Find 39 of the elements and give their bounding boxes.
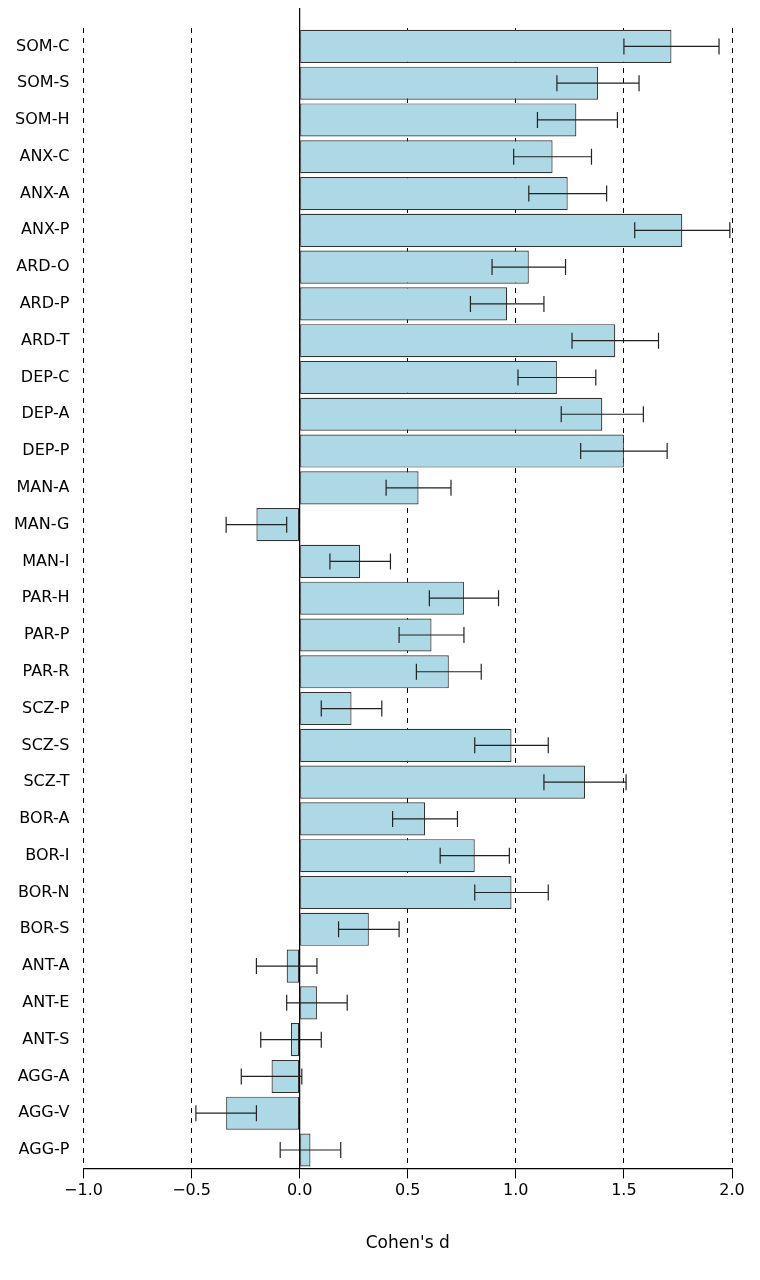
x-tick-label: −0.5 [172, 1180, 211, 1200]
y-tick-label: AGG-A [17, 1065, 70, 1085]
x-axis-title: Cohen's d [365, 1232, 450, 1253]
y-tick-label: BOR-N [17, 881, 70, 901]
y-tick-label: PAR-H [21, 587, 70, 607]
y-tick-label: ARD-O [16, 256, 70, 276]
y-tick-label: SCZ-S [21, 734, 70, 754]
x-tick-label: 0.5 [395, 1180, 421, 1200]
y-tick-label: ANX-C [19, 145, 70, 165]
x-tick-label: 0.0 [286, 1180, 313, 1200]
y-tick-label: ANT-S [22, 1028, 70, 1048]
x-tick-label: −1.0 [64, 1180, 103, 1200]
x-tick-label: 2.0 [719, 1180, 745, 1200]
y-tick-label: DEP-P [22, 440, 70, 460]
y-tick-label: SOM-S [16, 72, 70, 92]
y-tick-label: MAN-A [16, 476, 70, 496]
y-tick-label: ARD-T [21, 329, 70, 349]
y-tick-label: DEP-A [21, 403, 70, 423]
y-tick-label: SOM-H [15, 109, 70, 129]
y-tick-label: BOR-I [25, 844, 70, 864]
y-tick-label: BOR-S [19, 918, 70, 938]
y-tick-label: PAR-P [24, 624, 70, 644]
y-tick-label: ANT-E [22, 992, 70, 1012]
y-tick-label: ARD-P [19, 293, 70, 313]
y-tick-label: ANX-P [20, 219, 70, 239]
y-tick-label: AGG-V [18, 1102, 70, 1122]
y-tick-label: SCZ-T [23, 771, 70, 791]
x-tick-label: 1.0 [503, 1180, 529, 1200]
y-tick-label: PAR-R [22, 660, 70, 680]
y-tick-label: AGG-P [18, 1139, 70, 1159]
y-tick-label: MAN-G [13, 513, 70, 533]
y-tick-label: SOM-C [15, 35, 70, 55]
y-tick-label: ANT-A [21, 955, 70, 975]
y-tick-label: BOR-A [19, 808, 70, 828]
y-tick-label: SCZ-P [22, 697, 70, 717]
y-tick-label: MAN-I [22, 550, 70, 570]
y-tick-label: ANX-A [20, 182, 70, 202]
y-tick-label: DEP-C [20, 366, 70, 386]
x-tick-label: 1.5 [611, 1180, 637, 1200]
